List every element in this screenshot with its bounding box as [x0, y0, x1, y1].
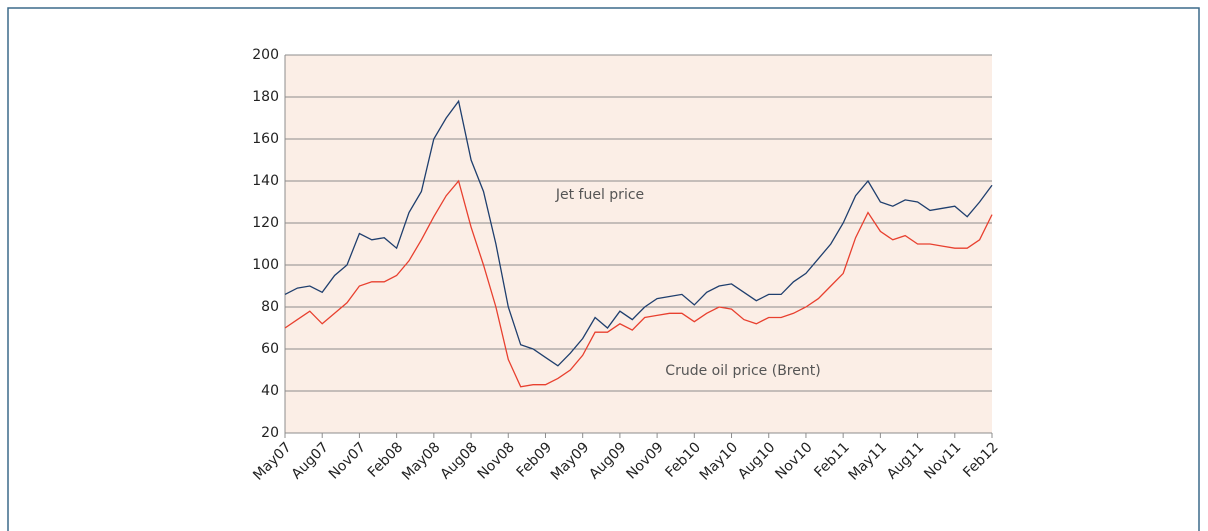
y-tick-label: 20 — [261, 425, 279, 441]
x-tick-label: May11 — [846, 439, 890, 483]
x-tick-label: Aug11 — [884, 439, 927, 482]
frame — [7, 7, 1200, 531]
series-line — [284, 99, 993, 367]
y-tick-label: 60 — [261, 341, 279, 357]
plot-area — [285, 55, 992, 433]
x-tick-label: May08 — [399, 439, 443, 483]
x-tick-label: Aug10 — [735, 439, 778, 482]
x-tick-label: May09 — [548, 439, 592, 483]
x-tick-label: Nov07 — [326, 439, 369, 482]
x-tick-label: Nov11 — [921, 439, 964, 482]
y-tick-label: 100 — [252, 257, 279, 273]
y-tick-label: 120 — [252, 215, 279, 231]
series-label: Crude oil price (Brent) — [665, 363, 820, 379]
series-line — [284, 179, 993, 388]
x-tick-label: Aug08 — [437, 439, 480, 482]
y-tick-label: 140 — [252, 173, 279, 189]
x-tick-label: Aug09 — [586, 439, 629, 482]
x-tick-label: Aug07 — [289, 439, 332, 482]
y-tick-label: 160 — [252, 131, 279, 147]
x-tick-label: Nov08 — [475, 439, 518, 482]
series-label: Jet fuel price — [555, 187, 644, 203]
y-tick-label: 80 — [261, 299, 279, 315]
y-tick-label: 40 — [261, 383, 279, 399]
x-tick-label: May10 — [697, 439, 741, 483]
x-tick-label: May07 — [250, 439, 294, 483]
y-tick-label: 180 — [252, 89, 279, 105]
x-tick-label: Feb12 — [960, 439, 1001, 480]
x-tick-label: Nov09 — [624, 439, 667, 482]
y-tick-label: 200 — [252, 47, 279, 63]
x-tick-label: Nov10 — [772, 439, 815, 482]
